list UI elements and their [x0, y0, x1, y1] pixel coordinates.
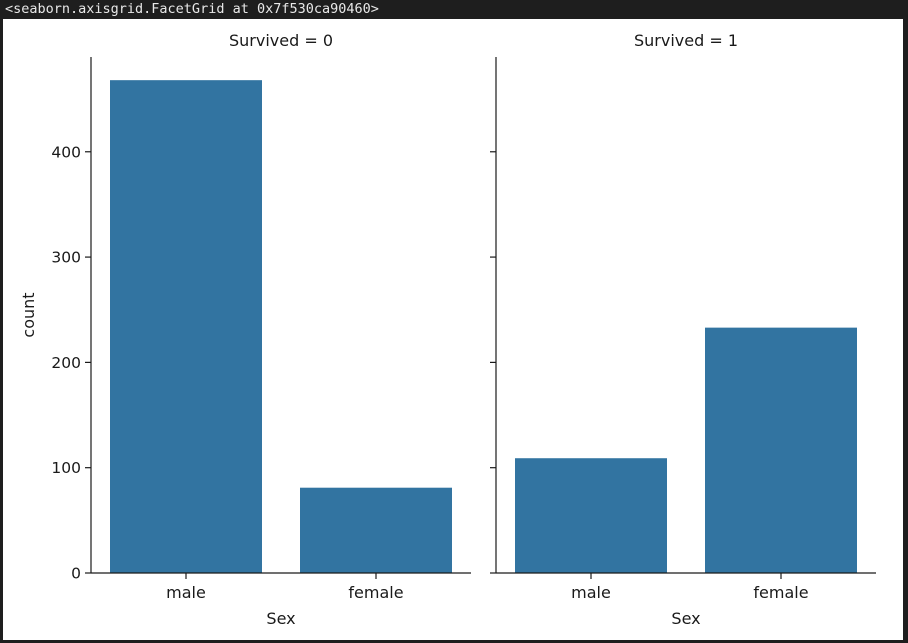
- panel-2-xtick-label: female: [753, 583, 808, 602]
- panel-2-title: Survived = 1: [634, 31, 738, 50]
- panel-1-ytick-label: 400: [51, 143, 81, 161]
- panel-1-xlabel: Sex: [266, 609, 295, 628]
- facet-grid-figure: Survived = 0 0 100 200 300 400 male female Sex co…: [3, 19, 903, 640]
- panel-1-ylabel: count: [19, 292, 38, 337]
- panel-1-ytick-label: 0: [71, 565, 81, 583]
- panel-1-bar-female: [300, 487, 452, 573]
- panel-2-bar-female: [705, 327, 857, 573]
- panel-1-ytick-label: 100: [51, 459, 81, 477]
- panel-2-xtick-label: male: [571, 583, 611, 602]
- panel-1-title: Survived = 0: [229, 31, 333, 50]
- panel-2-bar-male: [515, 458, 667, 573]
- panel-1-ytick-label: 300: [51, 249, 81, 267]
- facet-grid-svg: Survived = 0 0 100 200 300 400 male female Sex co…: [19, 31, 876, 628]
- panel-2-xlabel: Sex: [671, 609, 700, 628]
- panel-1-xtick-label: male: [166, 583, 206, 602]
- panel-1-bar-male: [110, 80, 262, 573]
- panel-1-xtick-label: female: [348, 583, 403, 602]
- panel-1-ytick-label: 200: [51, 354, 81, 372]
- output-repr-text: <seaborn.axisgrid.FacetGrid at 0x7f530ca…: [0, 0, 908, 18]
